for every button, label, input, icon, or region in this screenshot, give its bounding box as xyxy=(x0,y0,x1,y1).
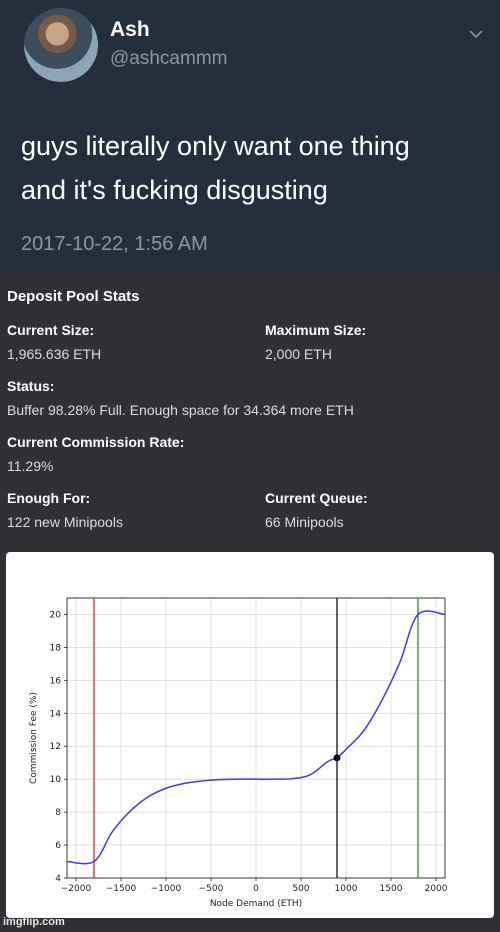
y-tick-label: 8 xyxy=(55,808,61,818)
commission-rate-value: 11.29% xyxy=(7,458,54,474)
tweet-timestamp[interactable]: 2017-10-22, 1:56 AM xyxy=(21,233,208,255)
avatar[interactable] xyxy=(24,8,98,82)
x-tick-label: 2000 xyxy=(425,884,448,894)
watermark: imgflip.com xyxy=(3,916,65,928)
x-tick-label: 0 xyxy=(253,884,259,894)
x-tick-label: 500 xyxy=(292,884,309,894)
display-name[interactable]: Ash xyxy=(110,18,150,41)
maximum-size-label: Maximum Size: xyxy=(265,322,367,338)
tweet-text-line: and it's fucking disgusting xyxy=(21,175,328,205)
enough-for-label: Enough For: xyxy=(7,490,91,506)
y-axis-label: Commission Fee (%) xyxy=(29,692,39,784)
chevron-down-icon[interactable] xyxy=(468,26,484,42)
maximum-size-value: 2,000 ETH xyxy=(265,346,332,362)
stats-title: Deposit Pool Stats xyxy=(7,288,140,305)
user-handle[interactable]: @ashcammm xyxy=(110,48,228,69)
tweet-text: guys literally only want one thing and i… xyxy=(21,124,481,212)
x-tick-label: 1500 xyxy=(380,884,403,894)
y-tick-label: 4 xyxy=(55,874,61,884)
current-queue-label: Current Queue: xyxy=(265,490,368,506)
y-tick-label: 20 xyxy=(50,610,62,620)
y-tick-label: 12 xyxy=(50,742,61,752)
x-axis-label: Node Demand (ETH) xyxy=(210,899,302,909)
commission-fee-chart: −2000 −1500 −1000 −500 0 500 1000 1500 2000 4 6 8 10… xyxy=(29,597,448,909)
current-queue-value: 66 Minipools xyxy=(265,514,344,530)
x-tick-label: −1500 xyxy=(106,884,137,894)
current-size-label: Current Size: xyxy=(7,322,95,338)
deposit-pool-stats: Deposit Pool Stats Current Size: 1,965.6… xyxy=(0,272,500,552)
x-tick-label: −1000 xyxy=(151,884,182,894)
data-point-marker xyxy=(333,754,341,762)
status-value: Buffer 98.28% Full. Enough space for 34.… xyxy=(7,402,354,418)
chart-card[interactable]: −2000 −1500 −1000 −500 0 500 1000 1500 2000 4 6 8 10… xyxy=(6,552,494,918)
enough-for-value: 122 new Minipools xyxy=(7,514,123,530)
y-tick-label: 6 xyxy=(55,841,61,851)
y-tick-label: 10 xyxy=(50,775,62,785)
current-size-value: 1,965.636 ETH xyxy=(7,346,102,362)
y-tick-label: 16 xyxy=(50,676,62,686)
tweet-card: Ash @ashcammm guys literally only want o… xyxy=(0,0,500,272)
y-tick-label: 14 xyxy=(50,709,62,719)
x-tick-label: −500 xyxy=(199,884,224,894)
x-tick-label: 1000 xyxy=(335,884,358,894)
commission-rate-label: Current Commission Rate: xyxy=(7,434,185,450)
y-tick-label: 18 xyxy=(50,643,62,653)
status-label: Status: xyxy=(7,378,55,394)
series-line xyxy=(66,610,446,865)
x-tick-label: −2000 xyxy=(61,884,92,894)
tweet-text-line: guys literally only want one thing xyxy=(21,131,410,161)
